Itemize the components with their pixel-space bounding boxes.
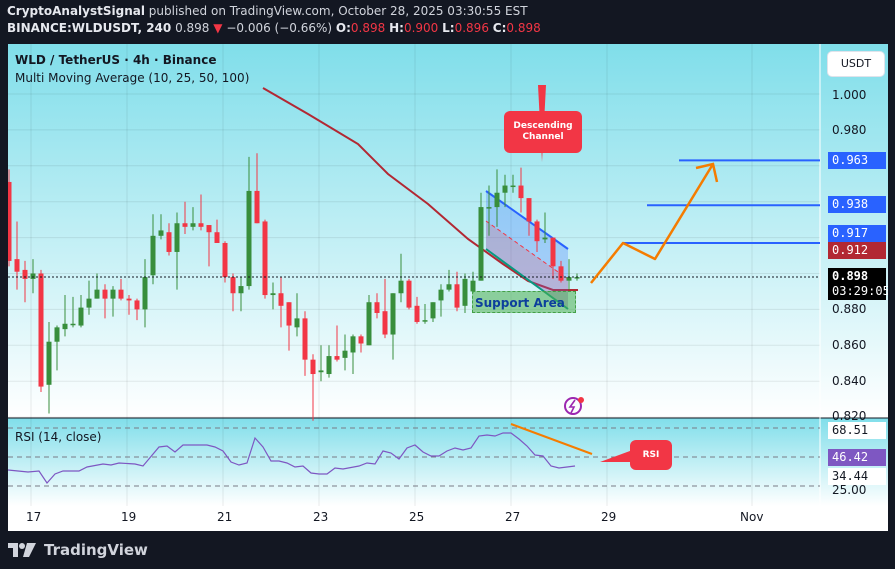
rsi-divergence-line[interactable] — [510, 423, 593, 455]
chart-panel[interactable]: WLD / TetherUS · 4h · Binance Multi Movi… — [8, 44, 888, 531]
currency-button[interactable]: USDT — [827, 51, 885, 77]
bar-countdown: 03:29:05 — [832, 284, 888, 298]
price-tick: 0.980 — [832, 123, 867, 137]
moving-average-line — [262, 87, 578, 291]
price-tick: 1.000 — [832, 88, 867, 102]
rsi-callout-pointer — [600, 448, 638, 462]
rsi-legend[interactable]: RSI (14, close) — [15, 430, 102, 444]
target-levels[interactable] — [623, 159, 820, 244]
lightning-icon[interactable] — [564, 397, 584, 415]
current-price-label: 0.898 03:29:05 — [828, 268, 888, 300]
last-price: 0.898 — [175, 21, 210, 35]
open-value: 0.898 — [350, 21, 386, 35]
low-value: 0.896 — [454, 21, 489, 35]
descending-channel[interactable] — [485, 190, 569, 310]
price-chart[interactable] — [8, 44, 888, 531]
level-label-0917[interactable]: 0.917 — [828, 225, 886, 242]
symbol-legend[interactable]: WLD / TetherUS · 4h · Binance — [15, 53, 217, 67]
high-value: 0.900 — [403, 21, 439, 35]
symbol-line: BINANCE:WLDUSDT, 240 — [7, 21, 172, 35]
price-change: −0.006 (−0.66%) — [226, 21, 333, 35]
support-area-box[interactable]: Support Area — [472, 291, 576, 313]
rsi-callout[interactable]: RSI — [630, 440, 672, 470]
brand-name: TradingView — [44, 541, 148, 559]
tradingview-logo-icon — [8, 543, 36, 557]
projection-arrow[interactable] — [590, 162, 719, 284]
rsi-pane-bg — [8, 418, 888, 506]
rsi-value-label: 46.42 — [828, 449, 886, 466]
author-name[interactable]: CryptoAnalystSignal — [7, 4, 145, 18]
price-tick: 0.820 — [832, 409, 867, 423]
open-label: O: — [335, 21, 351, 35]
descending-channel-callout[interactable]: Descending Channel — [504, 111, 582, 153]
level-label-0963[interactable]: 0.963 — [828, 152, 886, 169]
publish-info: CryptoAnalystSignal published on Trading… — [7, 4, 528, 18]
time-tick: Nov — [740, 510, 764, 524]
rsi-lower-label: 34.44 — [828, 468, 886, 485]
high-label: H: — [389, 21, 404, 35]
rsi-line — [8, 432, 576, 484]
published-text: published on TradingView.com, October 28… — [148, 4, 528, 18]
time-tick: 19 — [121, 510, 137, 524]
time-tick: 17 — [26, 510, 42, 524]
price-tick: 0.860 — [832, 338, 867, 352]
ma-value-label: 0.912 — [828, 242, 886, 259]
rsi-bottom-label: 25.00 — [832, 483, 867, 497]
down-arrow-icon: ▼ — [213, 21, 223, 35]
close-value: 0.898 — [506, 21, 541, 35]
low-label: L: — [442, 21, 455, 35]
main-pane-bg — [8, 44, 888, 418]
close-label: C: — [492, 21, 507, 35]
rsi-upper-label: 68.51 — [828, 422, 886, 439]
candlesticks — [8, 153, 580, 421]
time-tick: 25 — [409, 510, 425, 524]
price-tick: 0.880 — [832, 302, 867, 316]
tradingview-logo[interactable]: TradingView — [8, 541, 148, 559]
time-tick: 29 — [601, 510, 617, 524]
time-tick: 27 — [505, 510, 521, 524]
time-tick: 23 — [313, 510, 329, 524]
mma-legend[interactable]: Multi Moving Average (10, 25, 50, 100) — [15, 71, 250, 85]
time-tick: 21 — [217, 510, 233, 524]
symbol-info: BINANCE:WLDUSDT, 240 0.898 ▼ −0.006 (−0.… — [7, 21, 541, 35]
rsi-levels — [8, 427, 820, 487]
current-price: 0.898 — [832, 269, 869, 283]
price-tick: 0.840 — [832, 374, 867, 388]
level-label-0938[interactable]: 0.938 — [828, 196, 886, 213]
